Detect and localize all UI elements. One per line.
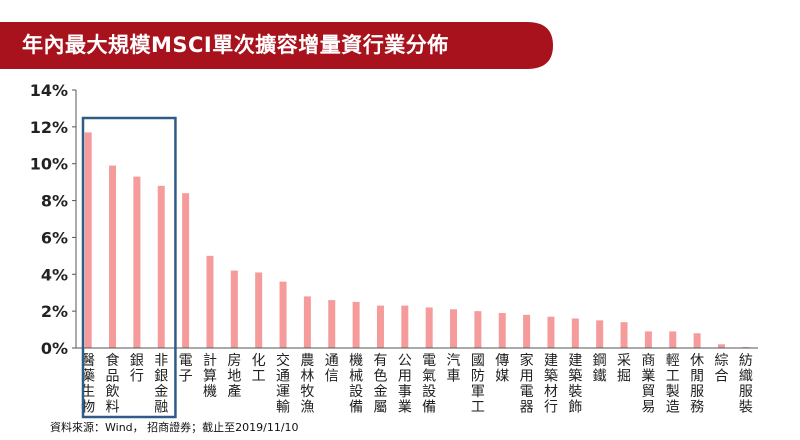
y-tick-label: 14% bbox=[30, 81, 68, 100]
y-tick-label: 2% bbox=[41, 302, 68, 321]
x-tick-label: 通信 bbox=[325, 353, 339, 385]
bar bbox=[352, 301, 360, 348]
bar bbox=[255, 272, 263, 348]
bar bbox=[84, 132, 92, 348]
bar bbox=[401, 305, 409, 348]
x-tick-label: 有色金屬 bbox=[373, 353, 387, 416]
x-axis: 醫藥生物食品飲料銀行非銀金融電子計算機房地產化工交通運輸農林牧漁通信機械設備有色… bbox=[76, 347, 758, 416]
y-tick-label: 10% bbox=[30, 155, 68, 174]
x-tick-label: 建築材行 bbox=[544, 353, 558, 416]
bar bbox=[669, 331, 677, 348]
x-tick-label: 機械設備 bbox=[349, 353, 363, 416]
bar bbox=[328, 300, 336, 348]
y-axis: 0% 2% 4% 6% 8% 10% 12% 14% bbox=[30, 81, 77, 358]
x-tick-label: 交通運輸 bbox=[276, 352, 290, 416]
x-tick-label: 電子 bbox=[179, 353, 193, 385]
y-tick-label: 12% bbox=[30, 118, 68, 137]
highlight-group bbox=[81, 116, 177, 419]
bar bbox=[182, 193, 190, 348]
bars bbox=[84, 132, 750, 349]
x-tick-label: 化工 bbox=[252, 353, 266, 385]
bar bbox=[206, 255, 214, 348]
x-tick-label: 商業貿易 bbox=[641, 353, 655, 416]
y-tick-label: 8% bbox=[41, 192, 68, 211]
x-tick-label: 農林牧漁 bbox=[300, 353, 314, 416]
y-tick-label: 0% bbox=[41, 339, 68, 358]
x-tick-label: 非銀金融 bbox=[154, 353, 168, 416]
bar bbox=[133, 176, 141, 348]
x-tick-label: 傳媒 bbox=[495, 353, 509, 385]
x-tick-label: 建築裝飾 bbox=[568, 353, 582, 416]
x-tick-label: 食品飲料 bbox=[106, 352, 120, 416]
title-banner: 年內最大規模MSCI單次擴容增量資行業分佈 bbox=[0, 22, 553, 69]
x-tick-label: 醫藥生物 bbox=[81, 353, 95, 416]
bar bbox=[717, 344, 725, 348]
x-tick-label: 休閒服務 bbox=[690, 353, 704, 416]
bar bbox=[376, 305, 384, 348]
bar bbox=[303, 296, 311, 348]
page-title: 年內最大規模MSCI單次擴容增量資行業分佈 bbox=[22, 33, 449, 57]
x-tick-label: 國防軍工 bbox=[471, 353, 485, 416]
x-tick-label: 銀行 bbox=[130, 353, 144, 385]
bar bbox=[523, 314, 531, 348]
x-tick-label: 汽車 bbox=[447, 353, 461, 385]
bar bbox=[109, 165, 117, 348]
x-tick-label: 公用事業 bbox=[398, 353, 412, 416]
bar bbox=[596, 320, 604, 348]
bar bbox=[157, 185, 165, 348]
y-tick-label: 6% bbox=[41, 228, 68, 247]
x-tick-label: 電氣設備 bbox=[422, 353, 436, 416]
x-tick-label: 計算機 bbox=[203, 353, 217, 400]
bar bbox=[450, 309, 458, 348]
bar bbox=[620, 322, 628, 348]
source-note: 資料來源：Wind， 招商證券；截止至2019/11/10 bbox=[50, 421, 299, 434]
bar bbox=[547, 316, 555, 348]
x-tick-label: 房地產 bbox=[227, 353, 241, 400]
x-tick-label: 家用電器 bbox=[520, 352, 534, 416]
x-tick-label: 綜合 bbox=[714, 353, 728, 385]
bar bbox=[230, 270, 238, 348]
y-tick-label: 4% bbox=[41, 265, 68, 284]
bar bbox=[279, 281, 287, 348]
highlight-box bbox=[81, 116, 177, 419]
bar bbox=[498, 312, 506, 348]
x-tick-label: 采掘 bbox=[617, 353, 631, 385]
x-tick-label: 鋼鐵 bbox=[593, 353, 607, 385]
x-tick-label: 紡織服裝 bbox=[739, 353, 753, 416]
bar bbox=[571, 318, 579, 348]
bar bbox=[644, 331, 652, 348]
bar bbox=[693, 333, 701, 348]
bar bbox=[425, 307, 433, 348]
bar bbox=[474, 311, 482, 348]
x-tick-label: 輕工製造 bbox=[666, 353, 680, 416]
title-banner-shape bbox=[0, 22, 553, 69]
